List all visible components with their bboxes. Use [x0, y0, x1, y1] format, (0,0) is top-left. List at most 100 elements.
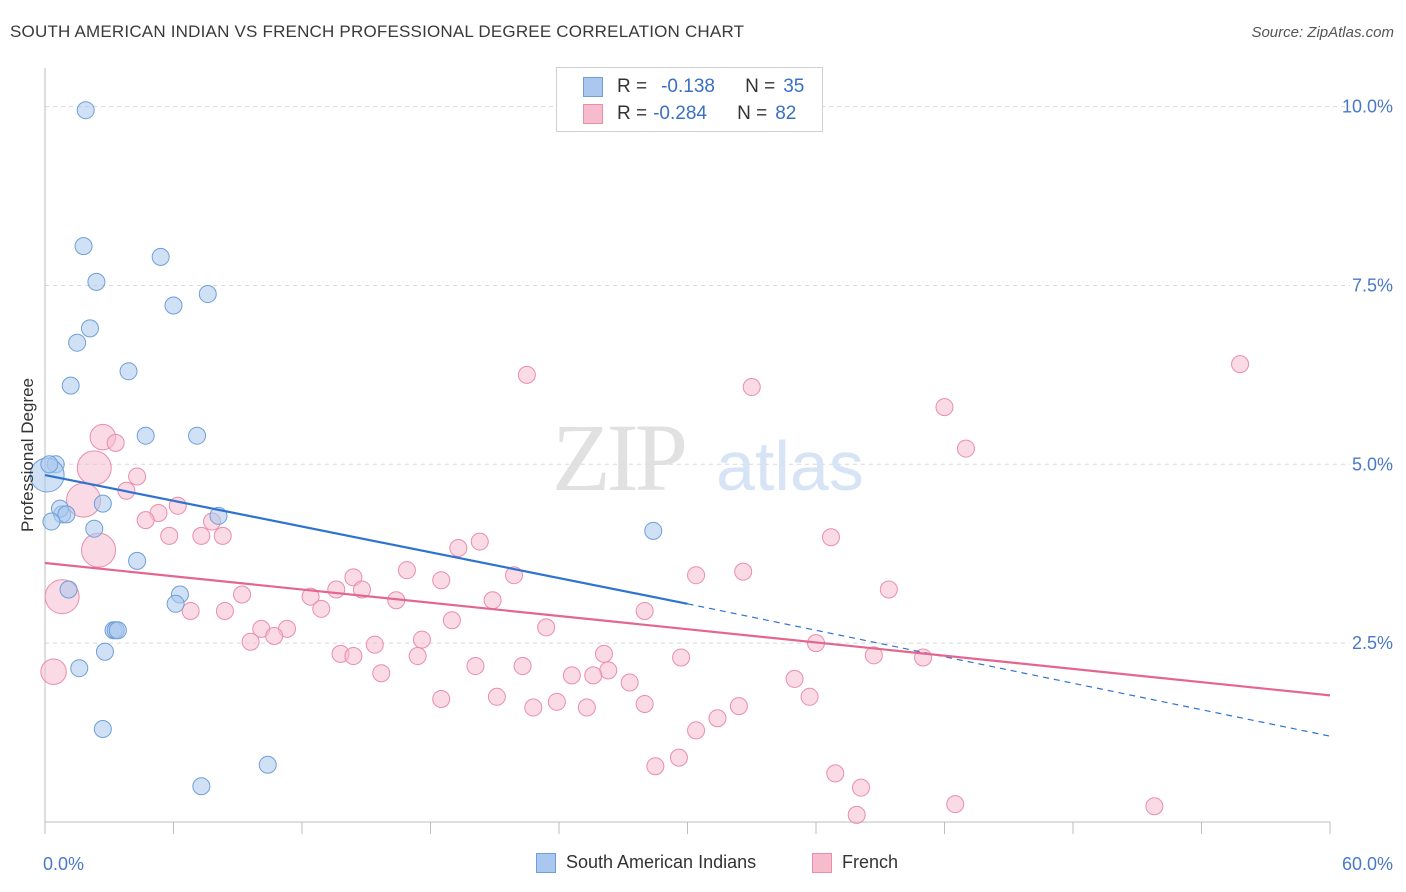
- south-american-indians-point: [166, 594, 185, 613]
- legend-swatch-blue: [536, 852, 556, 873]
- south-american-indians-point: [80, 319, 99, 338]
- blue-trend-line: [44, 473, 688, 605]
- french-point: [517, 365, 536, 384]
- legend-label: French: [842, 852, 899, 872]
- south-american-indians-point: [93, 494, 112, 513]
- french-point: [181, 601, 200, 620]
- pink-trend-line: [44, 561, 1331, 697]
- south-american-indians-point: [68, 333, 87, 352]
- south-american-indians-point: [198, 285, 217, 304]
- french-point: [372, 664, 391, 683]
- french-point: [265, 627, 284, 645]
- x-tick-labels: 0.0% 60.0%: [43, 854, 1393, 874]
- french-point: [344, 647, 363, 666]
- south-american-indians-point: [136, 426, 155, 445]
- french-point: [470, 532, 489, 551]
- y-tick-label: 7.5%: [1352, 275, 1393, 295]
- r-value: -0.284: [653, 103, 707, 124]
- stat-row-blue: R = -0.138 N = 35: [557, 74, 822, 100]
- r-value: -0.138: [661, 76, 715, 97]
- french-point: [1231, 355, 1250, 374]
- south-american-indians-point: [40, 455, 59, 474]
- french-point: [432, 689, 451, 708]
- french-point: [547, 692, 566, 711]
- south-american-indians-point: [108, 621, 127, 640]
- n-label: N =: [737, 103, 768, 124]
- french-point: [537, 618, 556, 637]
- french-point: [442, 611, 461, 630]
- french-point: [327, 580, 346, 599]
- y-tick-label: 5.0%: [1352, 454, 1393, 474]
- french-point: [734, 562, 753, 581]
- legend-item-french[interactable]: French: [812, 852, 898, 873]
- french-point: [76, 450, 112, 486]
- y-tick-labels: 2.5% 5.0% 7.5% 10.0%: [1342, 97, 1393, 654]
- south-american-indians-point: [70, 659, 89, 678]
- y-tick-label: 2.5%: [1352, 633, 1393, 653]
- grid-lines: [45, 106, 1350, 644]
- south-american-indians-point: [258, 755, 277, 774]
- french-points: [40, 355, 1250, 824]
- y-axis-label: Professional Degree: [18, 378, 37, 532]
- n-value: 35: [783, 76, 805, 97]
- french-point: [577, 698, 596, 717]
- french-point: [524, 698, 543, 717]
- french-point: [687, 566, 706, 585]
- n-label: N =: [745, 76, 776, 97]
- south-american-indians-points: [29, 101, 663, 796]
- south-american-indians-point: [164, 296, 183, 315]
- french-point: [826, 764, 845, 783]
- french-point: [851, 778, 870, 797]
- south-american-indians-point: [87, 272, 106, 291]
- legend-swatch-pink: [812, 852, 832, 873]
- legend-label: South American Indians: [566, 852, 757, 872]
- source-label: Source: ZipAtlas.com: [1251, 24, 1394, 41]
- french-point: [432, 571, 451, 590]
- south-american-indians-point: [188, 426, 207, 445]
- french-point: [785, 669, 804, 688]
- south-american-indians-point: [119, 362, 138, 381]
- french-point: [879, 580, 898, 599]
- french-point: [301, 587, 320, 606]
- south-american-indians-point: [85, 519, 104, 538]
- x-tick-label: 60.0%: [1342, 854, 1393, 874]
- x-tick-label: 0.0%: [43, 854, 84, 874]
- french-point: [935, 398, 954, 417]
- french-point: [449, 539, 468, 558]
- french-point: [584, 666, 603, 685]
- french-point: [192, 526, 211, 545]
- french-point: [466, 657, 485, 676]
- south-american-indians-point: [74, 237, 93, 256]
- french-point: [408, 647, 427, 666]
- south-american-indians-point: [93, 720, 112, 738]
- correlation-stats-box: R = -0.138 N = 35 R = -0.284 N = 82: [556, 67, 823, 132]
- french-point: [672, 648, 691, 667]
- r-label: R =: [617, 103, 648, 124]
- r-label: R =: [617, 76, 648, 97]
- french-point: [365, 635, 384, 654]
- french-point: [847, 805, 866, 824]
- south-american-indians-point: [76, 101, 95, 120]
- stat-row-pink: R = -0.284 N = 82: [557, 101, 822, 127]
- french-point: [687, 721, 706, 740]
- french-point: [352, 580, 371, 599]
- legend-item-south-american-indians[interactable]: South American Indians: [536, 852, 756, 873]
- french-point: [213, 526, 232, 545]
- south-american-indians-point: [59, 580, 78, 599]
- french-point: [136, 511, 155, 530]
- south-american-indians-point: [151, 247, 170, 266]
- french-point: [128, 467, 147, 486]
- french-point: [412, 630, 431, 649]
- south-american-indians-point: [61, 376, 80, 395]
- french-point: [594, 644, 613, 663]
- legend: South American Indians French: [0, 852, 1406, 878]
- watermark-atlas: atlas: [716, 427, 864, 505]
- south-american-indians-point: [95, 642, 114, 661]
- south-american-indians-point: [644, 521, 663, 540]
- south-american-indians-point: [57, 505, 76, 524]
- watermark-zip: ZIP: [552, 404, 685, 511]
- chart-title: SOUTH AMERICAN INDIAN VS FRENCH PROFESSI…: [10, 22, 745, 41]
- pink-swatch: [583, 104, 603, 124]
- french-point: [487, 687, 506, 706]
